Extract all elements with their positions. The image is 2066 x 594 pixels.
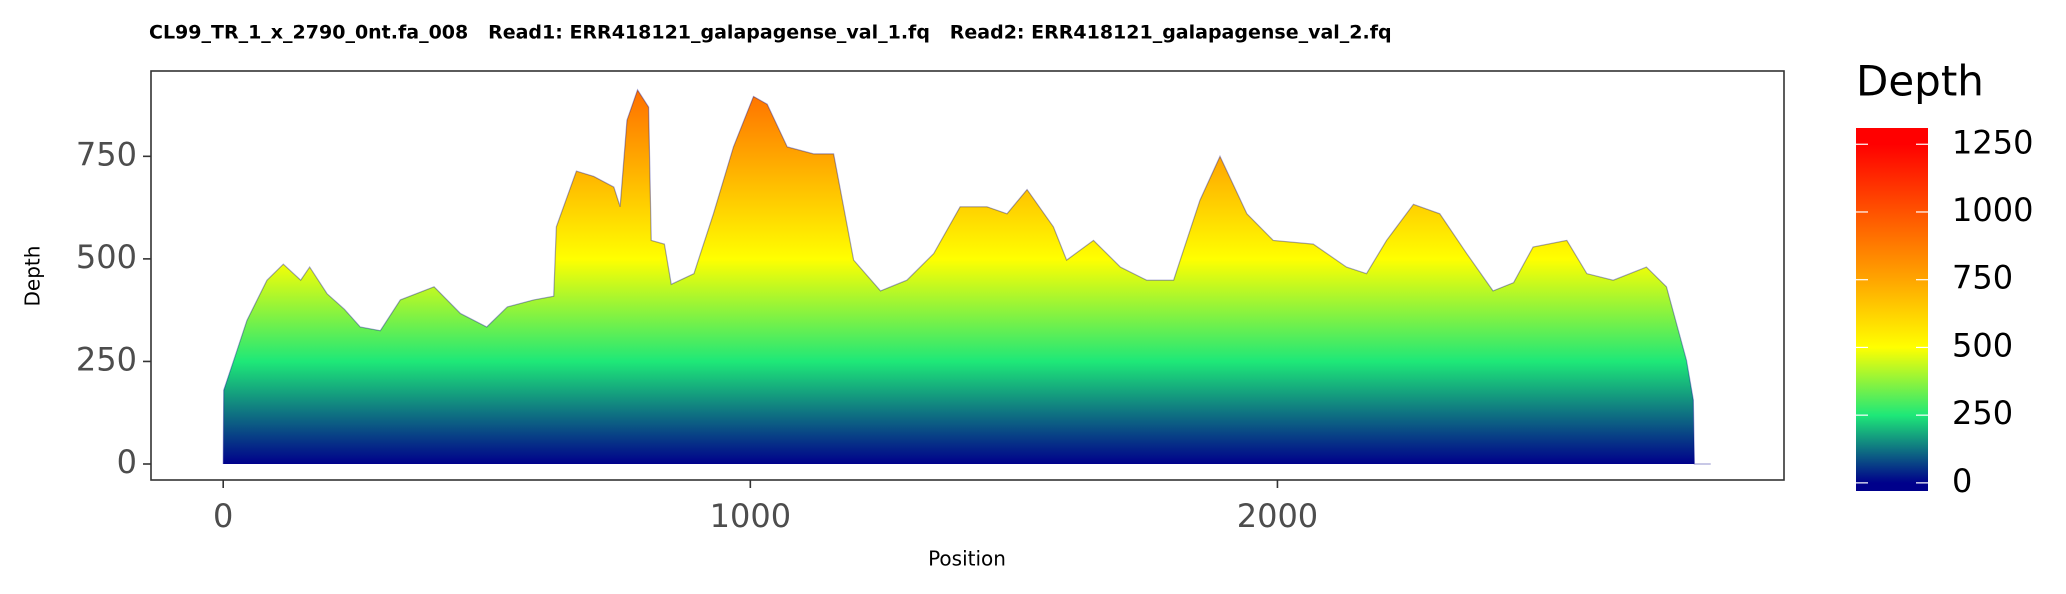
colorbar-label: 500 [1952,326,2013,364]
plot-border [150,70,1785,481]
depth-outline [222,88,1711,465]
colorbar-label: 250 [1952,394,2013,432]
x-tick-label: 0 [213,497,233,535]
colorbar [1856,128,1928,491]
chart-title: CL99_TR_1_x_2790_0nt.fa_008 Read1: ERR41… [149,22,1392,44]
colorbar-label: 1250 [1952,123,2033,161]
y-tick-label: 750 [76,135,137,173]
x-axis-label: Position [928,547,1006,571]
y-axis-label: Depth [21,246,45,307]
x-tick-label: 1000 [710,497,791,535]
x-tick-label: 2000 [1237,497,1318,535]
colorbar-label: 750 [1952,259,2013,297]
y-tick-label: 0 [117,443,137,481]
legend-title: Depth [1856,57,1984,106]
y-tick-label: 500 [76,238,137,276]
y-tick-label: 250 [76,340,137,378]
colorbar-label: 1000 [1952,191,2033,229]
depth-area [223,89,1711,465]
colorbar-label: 0 [1952,462,1972,500]
